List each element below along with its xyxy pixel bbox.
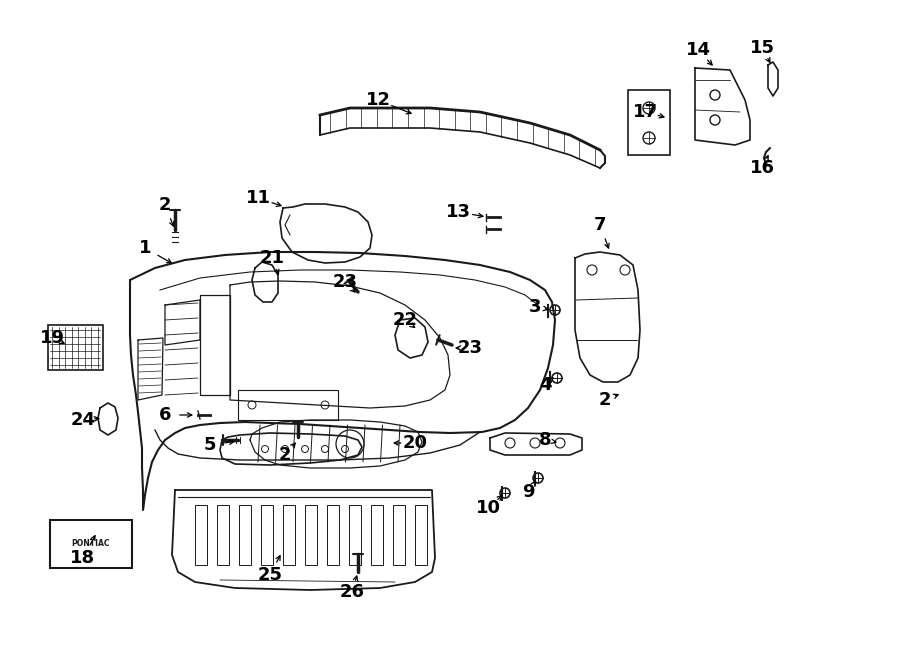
Bar <box>195 505 207 565</box>
Text: 16: 16 <box>750 159 775 177</box>
Bar <box>393 505 405 565</box>
Bar <box>371 505 383 565</box>
Bar <box>327 505 339 565</box>
Text: 12: 12 <box>365 91 391 109</box>
Text: 3: 3 <box>529 298 541 316</box>
Bar <box>415 505 427 565</box>
Text: 17: 17 <box>633 103 658 121</box>
Text: 13: 13 <box>446 203 471 221</box>
Text: 10: 10 <box>475 499 500 517</box>
Text: 2: 2 <box>598 391 611 409</box>
Bar <box>349 505 361 565</box>
Text: 2: 2 <box>158 196 171 214</box>
Bar <box>48 325 103 370</box>
Text: 20: 20 <box>402 434 428 452</box>
Text: 2: 2 <box>279 446 292 464</box>
Text: 26: 26 <box>339 583 365 601</box>
Text: 21: 21 <box>259 249 284 267</box>
Bar <box>305 505 317 565</box>
Text: 15: 15 <box>750 39 775 57</box>
Bar <box>50 520 132 568</box>
Bar <box>261 505 273 565</box>
Text: 1: 1 <box>139 239 151 257</box>
Text: 23: 23 <box>457 339 482 357</box>
Text: 9: 9 <box>522 483 535 501</box>
Bar <box>238 390 338 420</box>
Text: 4: 4 <box>539 376 551 394</box>
Text: 5: 5 <box>203 436 216 454</box>
Text: 7: 7 <box>594 216 607 234</box>
Text: 23: 23 <box>332 273 357 291</box>
Bar <box>239 505 251 565</box>
Text: 18: 18 <box>70 549 95 567</box>
Bar <box>628 90 670 155</box>
Text: 11: 11 <box>246 189 271 207</box>
Text: 19: 19 <box>40 329 65 347</box>
Text: 22: 22 <box>392 311 418 329</box>
Bar <box>217 505 229 565</box>
Text: 6: 6 <box>158 406 171 424</box>
Bar <box>283 505 295 565</box>
Text: PONTIAC: PONTIAC <box>72 539 110 549</box>
Text: 25: 25 <box>257 566 283 584</box>
Text: 24: 24 <box>70 411 95 429</box>
Text: 8: 8 <box>539 431 552 449</box>
Text: 14: 14 <box>686 41 710 59</box>
